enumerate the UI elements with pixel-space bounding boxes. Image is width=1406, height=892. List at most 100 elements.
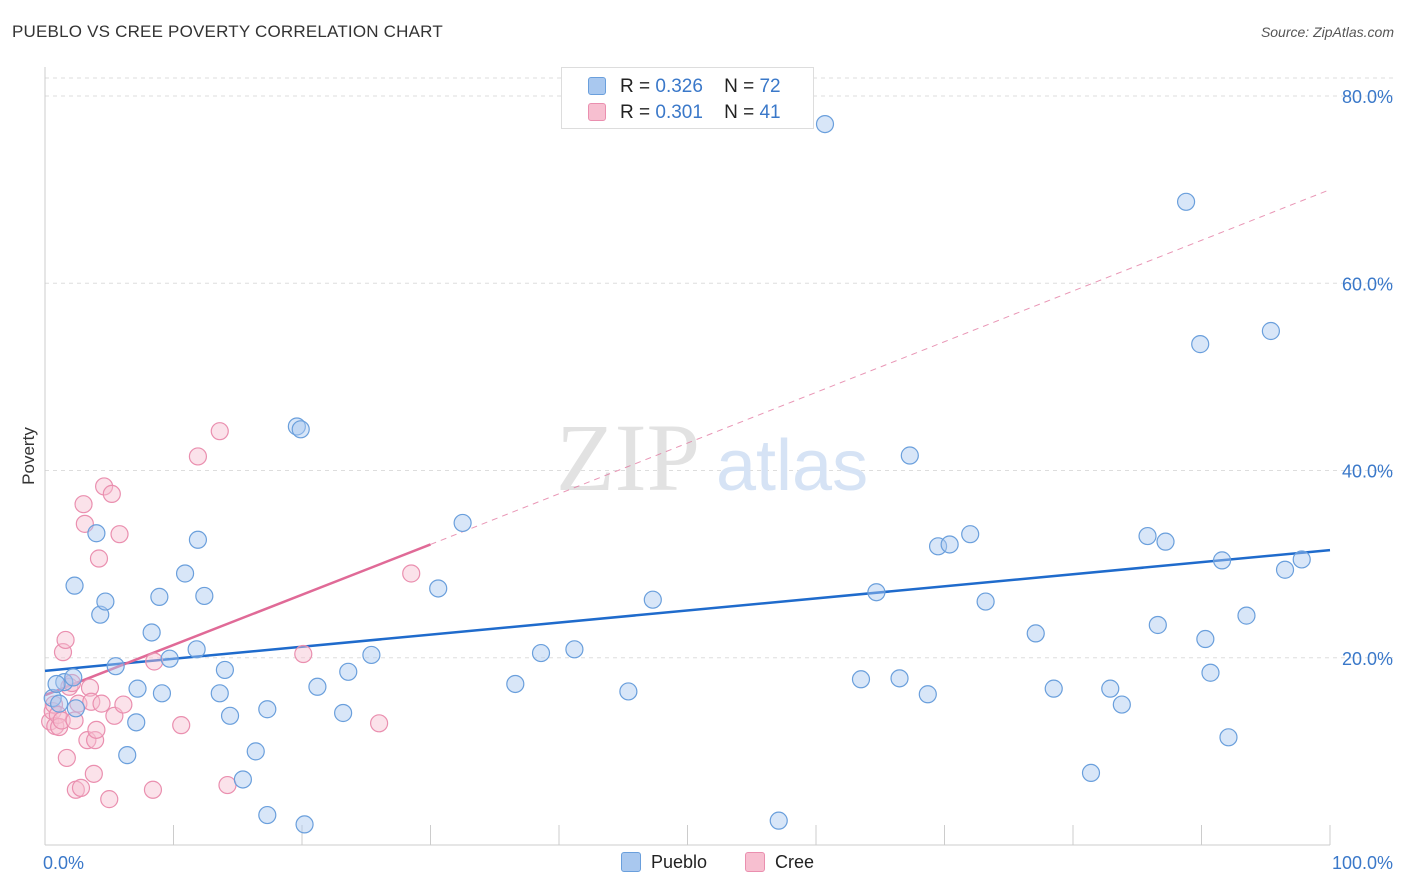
pueblo-point-25 <box>233 770 252 789</box>
pueblo-point-65 <box>1201 663 1220 682</box>
pueblo-point-54 <box>1026 624 1045 643</box>
cree-point-40 <box>370 714 389 733</box>
pueblo-point-64 <box>1196 629 1215 649</box>
pueblo-point-19 <box>187 640 206 659</box>
chart-title: PUEBLO VS CREE POVERTY CORRELATION CHART <box>12 22 443 41</box>
legend-pueblo-label: Pueblo <box>651 852 708 872</box>
y-tick-label-20: 20.0% <box>1342 649 1393 669</box>
pueblo-swatch <box>588 77 606 95</box>
pueblo-point-67 <box>1219 728 1238 747</box>
pueblo-point-66 <box>1212 551 1232 570</box>
cree-n-value: 41 <box>759 102 781 123</box>
cree-points <box>41 422 421 809</box>
cree-n-label: N = <box>724 102 755 123</box>
pueblo-point-15 <box>150 587 169 606</box>
pueblo-point-27 <box>258 700 277 719</box>
pueblo-point-12 <box>127 713 146 732</box>
pueblo-point-22 <box>210 684 229 703</box>
legend-item-pueblo: Pueblo <box>621 852 707 873</box>
cree-point-37 <box>218 775 237 795</box>
cree-point-35 <box>188 447 208 466</box>
pueblo-point-6 <box>65 576 84 595</box>
pueblo-point-36 <box>429 579 448 598</box>
pueblo-point-68 <box>1237 606 1256 625</box>
pueblo-point-5 <box>66 699 85 718</box>
cree-swatch <box>588 103 606 121</box>
pueblo-point-48 <box>900 446 919 465</box>
pueblo-point-4 <box>64 668 83 687</box>
x-tick-label-100: 100.0% <box>1332 853 1393 873</box>
pueblo-point-13 <box>128 679 147 698</box>
pueblo-point-26 <box>246 742 265 761</box>
cree-point-2 <box>44 695 64 714</box>
pueblo-point-49 <box>918 685 937 704</box>
pueblo-point-35 <box>362 645 381 665</box>
cree-trend-line <box>44 543 431 697</box>
pueblo-point-23 <box>215 660 234 680</box>
pueblo-point-10 <box>106 657 125 676</box>
cree-point-26 <box>95 477 114 496</box>
pueblo-point-7 <box>87 524 106 543</box>
cree-point-16 <box>74 495 93 514</box>
pueblo-point-44 <box>815 114 835 134</box>
pueblo-point-3 <box>50 694 69 713</box>
pueblo-point-60 <box>1148 615 1167 635</box>
cree-point-27 <box>100 790 119 809</box>
pueblo-point-17 <box>160 649 179 668</box>
watermark-atlas: atlas <box>716 426 868 506</box>
cree-point-21 <box>84 764 103 783</box>
pueblo-point-69 <box>1261 321 1280 341</box>
pueblo-trend-line <box>44 548 1331 673</box>
pueblo-n-value: 72 <box>759 76 781 97</box>
cree-point-36 <box>210 422 229 441</box>
pueblo-point-56 <box>1081 763 1101 783</box>
cree-r-value: 0.301 <box>655 102 703 123</box>
cree-point-11 <box>62 673 82 693</box>
pueblo-point-51 <box>940 535 959 554</box>
grid-lines <box>45 77 1393 659</box>
cree-point-34 <box>172 716 191 735</box>
pueblo-r-value: 0.326 <box>655 76 703 97</box>
pueblo-point-18 <box>175 564 195 583</box>
legend-item-cree: Cree <box>745 852 814 873</box>
pueblo-point-14 <box>142 623 161 642</box>
cree-point-19 <box>80 678 100 697</box>
cree-point-31 <box>114 695 133 714</box>
pueblo-point-11 <box>118 746 137 765</box>
pueblo-point-70 <box>1275 560 1295 579</box>
pueblo-point-52 <box>961 525 980 544</box>
cree-point-24 <box>89 549 109 568</box>
cree-point-23 <box>87 720 106 739</box>
pueblo-point-62 <box>1176 192 1196 211</box>
pueblo-point-20 <box>188 530 208 549</box>
pueblo-point-37 <box>453 513 472 533</box>
pueblo-point-42 <box>643 590 662 609</box>
pueblo-point-47 <box>890 669 909 688</box>
cree-trend-extension <box>430 189 1331 545</box>
cree-r-label: R = <box>620 102 651 123</box>
cree-point-30 <box>110 525 129 544</box>
source-label: Source: ZipAtlas.com <box>1260 24 1394 40</box>
cree-point-39 <box>402 564 421 583</box>
pueblo-points <box>43 114 1311 834</box>
pueblo-n-label: N = <box>724 76 755 97</box>
pueblo-point-58 <box>1112 695 1131 714</box>
legend-cree-swatch <box>745 852 765 872</box>
cree-point-15 <box>71 778 91 797</box>
pueblo-point-32 <box>308 677 327 696</box>
y-tick-label-40: 40.0% <box>1342 462 1393 482</box>
y-tick-label-60: 60.0% <box>1342 274 1393 294</box>
trend-lines <box>44 189 1331 697</box>
y-axis-label: Poverty <box>19 427 38 485</box>
pueblo-point-2 <box>47 674 66 694</box>
pueblo-point-39 <box>531 643 551 663</box>
x-tick-label-0: 0.0% <box>43 853 84 873</box>
pueblo-r-label: R = <box>620 76 651 97</box>
y-tick-label-80: 80.0% <box>1342 87 1393 107</box>
pueblo-point-41 <box>619 682 638 701</box>
pueblo-point-38 <box>506 674 525 694</box>
pueblo-point-24 <box>220 706 240 725</box>
pueblo-point-61 <box>1156 532 1175 551</box>
pueblo-point-53 <box>976 592 995 611</box>
cree-point-38 <box>294 644 313 664</box>
